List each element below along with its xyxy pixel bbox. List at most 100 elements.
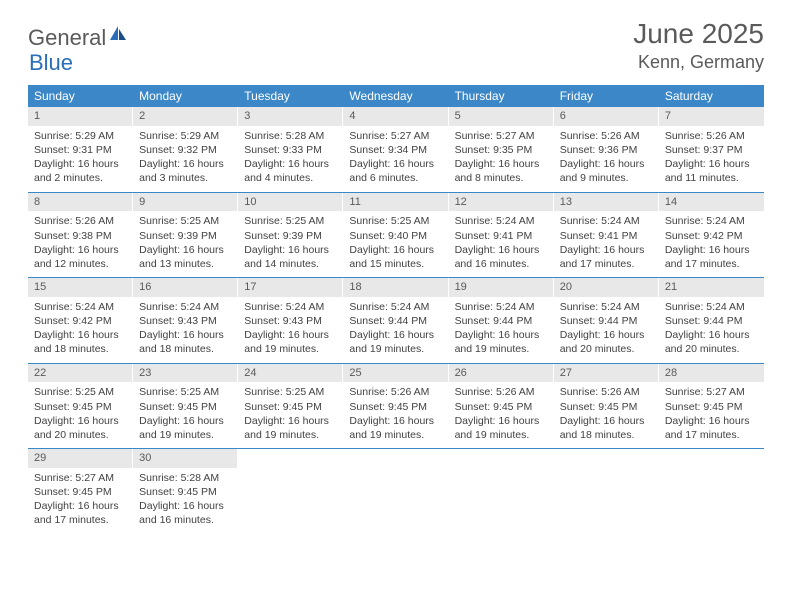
sunrise-text: Sunrise: 5:25 AM: [139, 385, 232, 399]
sunset-text: Sunset: 9:43 PM: [244, 314, 337, 328]
day-number: 7: [659, 107, 764, 126]
sunrise-text: Sunrise: 5:25 AM: [349, 214, 442, 228]
day-cell-empty: [343, 449, 448, 534]
day-number: 5: [449, 107, 554, 126]
sunrise-text: Sunrise: 5:24 AM: [560, 214, 653, 228]
sunrise-text: Sunrise: 5:24 AM: [34, 300, 127, 314]
daylight-text: Daylight: 16 hours and 20 minutes.: [665, 328, 758, 356]
daylight-text: Daylight: 16 hours and 19 minutes.: [455, 414, 548, 442]
day-cell: 22Sunrise: 5:25 AMSunset: 9:45 PMDayligh…: [28, 364, 133, 449]
daylight-text: Daylight: 16 hours and 17 minutes.: [34, 499, 127, 527]
day-body: Sunrise: 5:26 AMSunset: 9:38 PMDaylight:…: [28, 214, 133, 271]
day-cell: 6Sunrise: 5:26 AMSunset: 9:36 PMDaylight…: [554, 107, 659, 192]
logo-text-general: General: [28, 25, 106, 51]
day-cell: 27Sunrise: 5:26 AMSunset: 9:45 PMDayligh…: [554, 364, 659, 449]
day-cell: 20Sunrise: 5:24 AMSunset: 9:44 PMDayligh…: [554, 278, 659, 363]
weekday-header: Thursday: [449, 85, 554, 107]
daylight-text: Daylight: 16 hours and 9 minutes.: [560, 157, 653, 185]
day-number: 13: [554, 193, 659, 212]
day-number: 21: [659, 278, 764, 297]
day-number: 27: [554, 364, 659, 383]
sunrise-text: Sunrise: 5:27 AM: [349, 129, 442, 143]
month-title: June 2025: [633, 18, 764, 50]
day-body: Sunrise: 5:29 AMSunset: 9:31 PMDaylight:…: [28, 129, 133, 186]
week-row: 1Sunrise: 5:29 AMSunset: 9:31 PMDaylight…: [28, 107, 764, 193]
day-cell: 14 Sunrise: 5:24 AMSunset: 9:42 PMDayligh…: [659, 193, 764, 278]
weekday-header: Monday: [133, 85, 238, 107]
sail-icon: [108, 24, 128, 47]
day-number: 8: [28, 193, 133, 212]
daylight-text: Daylight: 16 hours and 20 minutes.: [34, 414, 127, 442]
day-number: 3: [238, 107, 343, 126]
week-row: 15Sunrise: 5:24 AMSunset: 9:42 PMDayligh…: [28, 278, 764, 364]
daylight-text: Daylight: 16 hours and 18 minutes.: [139, 328, 232, 356]
day-cell: 8 Sunrise: 5:26 AMSunset: 9:38 PMDaylight…: [28, 193, 133, 278]
daylight-text: Daylight: 16 hours and 2 minutes.: [34, 157, 127, 185]
daylight-text: Daylight: 16 hours and 13 minutes.: [139, 243, 232, 271]
day-body: Sunrise: 5:24 AMSunset: 9:42 PMDaylight:…: [659, 214, 764, 271]
day-body: Sunrise: 5:24 AMSunset: 9:43 PMDaylight:…: [133, 300, 238, 357]
daylight-text: Daylight: 16 hours and 12 minutes.: [34, 243, 127, 271]
daylight-text: Daylight: 16 hours and 19 minutes.: [455, 328, 548, 356]
day-cell: 3Sunrise: 5:28 AMSunset: 9:33 PMDaylight…: [238, 107, 343, 192]
day-cell: 4Sunrise: 5:27 AMSunset: 9:34 PMDaylight…: [343, 107, 448, 192]
daylight-text: Daylight: 16 hours and 18 minutes.: [34, 328, 127, 356]
day-body: Sunrise: 5:27 AMSunset: 9:34 PMDaylight:…: [343, 129, 448, 186]
day-body: Sunrise: 5:24 AMSunset: 9:41 PMDaylight:…: [554, 214, 659, 271]
day-body: Sunrise: 5:24 AMSunset: 9:43 PMDaylight:…: [238, 300, 343, 357]
day-number: 14: [659, 193, 764, 212]
sunset-text: Sunset: 9:40 PM: [349, 229, 442, 243]
weekday-header: Wednesday: [343, 85, 448, 107]
sunrise-text: Sunrise: 5:29 AM: [139, 129, 232, 143]
day-number: 15: [28, 278, 133, 297]
day-number: 20: [554, 278, 659, 297]
day-body: Sunrise: 5:25 AMSunset: 9:40 PMDaylight:…: [343, 214, 448, 271]
sunrise-text: Sunrise: 5:27 AM: [34, 471, 127, 485]
day-cell: 28Sunrise: 5:27 AMSunset: 9:45 PMDayligh…: [659, 364, 764, 449]
sunset-text: Sunset: 9:39 PM: [139, 229, 232, 243]
daylight-text: Daylight: 16 hours and 8 minutes.: [455, 157, 548, 185]
sunset-text: Sunset: 9:44 PM: [455, 314, 548, 328]
day-cell: 19Sunrise: 5:24 AMSunset: 9:44 PMDayligh…: [449, 278, 554, 363]
sunrise-text: Sunrise: 5:26 AM: [560, 385, 653, 399]
day-number: 10: [238, 193, 343, 212]
sunrise-text: Sunrise: 5:26 AM: [349, 385, 442, 399]
day-body: Sunrise: 5:26 AMSunset: 9:45 PMDaylight:…: [449, 385, 554, 442]
sunset-text: Sunset: 9:35 PM: [455, 143, 548, 157]
weekday-header-row: SundayMondayTuesdayWednesdayThursdayFrid…: [28, 85, 764, 107]
calendar: SundayMondayTuesdayWednesdayThursdayFrid…: [28, 85, 764, 534]
sunset-text: Sunset: 9:44 PM: [349, 314, 442, 328]
daylight-text: Daylight: 16 hours and 4 minutes.: [244, 157, 337, 185]
day-cell: 21 Sunrise: 5:24 AMSunset: 9:44 PMDayligh…: [659, 278, 764, 363]
day-cell: 30Sunrise: 5:28 AMSunset: 9:45 PMDayligh…: [133, 449, 238, 534]
day-body: Sunrise: 5:24 AMSunset: 9:44 PMDaylight:…: [659, 300, 764, 357]
day-body: Sunrise: 5:25 AMSunset: 9:39 PMDaylight:…: [133, 214, 238, 271]
sunset-text: Sunset: 9:44 PM: [665, 314, 758, 328]
day-cell: 29Sunrise: 5:27 AMSunset: 9:45 PMDayligh…: [28, 449, 133, 534]
day-cell: 5 Sunrise: 5:27 AMSunset: 9:35 PMDaylight…: [449, 107, 554, 192]
day-body: Sunrise: 5:27 AMSunset: 9:35 PMDaylight:…: [449, 129, 554, 186]
daylight-text: Daylight: 16 hours and 16 minutes.: [455, 243, 548, 271]
day-cell: 10Sunrise: 5:25 AMSunset: 9:39 PMDayligh…: [238, 193, 343, 278]
day-body: Sunrise: 5:27 AMSunset: 9:45 PMDaylight:…: [659, 385, 764, 442]
sunrise-text: Sunrise: 5:24 AM: [244, 300, 337, 314]
day-cell: 24Sunrise: 5:25 AMSunset: 9:45 PMDayligh…: [238, 364, 343, 449]
day-cell: 7 Sunrise: 5:26 AMSunset: 9:37 PMDaylight…: [659, 107, 764, 192]
day-body: Sunrise: 5:26 AMSunset: 9:37 PMDaylight:…: [659, 129, 764, 186]
location: Kenn, Germany: [633, 52, 764, 73]
day-number: 23: [133, 364, 238, 383]
logo: General: [28, 18, 128, 51]
day-body: Sunrise: 5:25 AMSunset: 9:45 PMDaylight:…: [133, 385, 238, 442]
day-number: 25: [343, 364, 448, 383]
day-body: Sunrise: 5:27 AMSunset: 9:45 PMDaylight:…: [28, 471, 133, 528]
sunrise-text: Sunrise: 5:24 AM: [560, 300, 653, 314]
day-body: Sunrise: 5:24 AMSunset: 9:44 PMDaylight:…: [449, 300, 554, 357]
daylight-text: Daylight: 16 hours and 17 minutes.: [560, 243, 653, 271]
daylight-text: Daylight: 16 hours and 15 minutes.: [349, 243, 442, 271]
sunrise-text: Sunrise: 5:27 AM: [665, 385, 758, 399]
day-cell-empty: [238, 449, 343, 534]
sunset-text: Sunset: 9:45 PM: [139, 485, 232, 499]
day-cell: 26Sunrise: 5:26 AMSunset: 9:45 PMDayligh…: [449, 364, 554, 449]
sunset-text: Sunset: 9:31 PM: [34, 143, 127, 157]
day-number: 12: [449, 193, 554, 212]
